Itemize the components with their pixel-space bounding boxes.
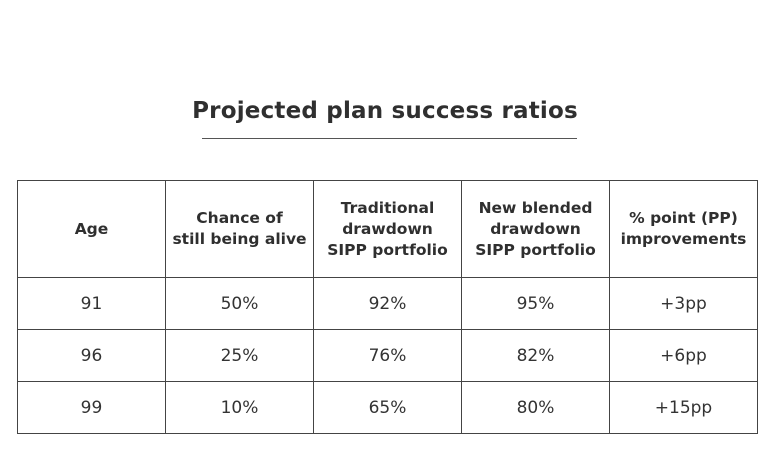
cell-traditional: 76% bbox=[313, 329, 462, 382]
title-underline bbox=[202, 138, 577, 139]
column-header-blended-portfolio: New blended drawdown SIPP portfolio bbox=[461, 180, 610, 278]
page-title: Projected plan success ratios bbox=[192, 98, 578, 124]
cell-improvement: +6pp bbox=[609, 329, 758, 382]
cell-blended: 82% bbox=[461, 329, 610, 382]
table-row: 96 25% 76% 82% +6pp bbox=[17, 329, 758, 382]
cell-blended: 80% bbox=[461, 381, 610, 434]
cell-chance-alive: 50% bbox=[165, 277, 314, 330]
table-row: 91 50% 92% 95% +3pp bbox=[17, 277, 758, 330]
table-header-row: Age Chance of still being alive Traditio… bbox=[17, 180, 758, 278]
cell-age: 96 bbox=[17, 329, 166, 382]
column-header-traditional-portfolio: Traditional drawdown SIPP portfolio bbox=[313, 180, 462, 278]
cell-improvement: +15pp bbox=[609, 381, 758, 434]
cell-improvement: +3pp bbox=[609, 277, 758, 330]
cell-blended: 95% bbox=[461, 277, 610, 330]
column-header-improvements: % point (PP) improvements bbox=[609, 180, 758, 278]
cell-age: 99 bbox=[17, 381, 166, 434]
cell-traditional: 65% bbox=[313, 381, 462, 434]
cell-traditional: 92% bbox=[313, 277, 462, 330]
column-header-age: Age bbox=[17, 180, 166, 278]
table-row: 99 10% 65% 80% +15pp bbox=[17, 381, 758, 434]
column-header-chance-alive: Chance of still being alive bbox=[165, 180, 314, 278]
success-ratio-table: Age Chance of still being alive Traditio… bbox=[17, 180, 758, 434]
cell-chance-alive: 10% bbox=[165, 381, 314, 434]
cell-age: 91 bbox=[17, 277, 166, 330]
cell-chance-alive: 25% bbox=[165, 329, 314, 382]
